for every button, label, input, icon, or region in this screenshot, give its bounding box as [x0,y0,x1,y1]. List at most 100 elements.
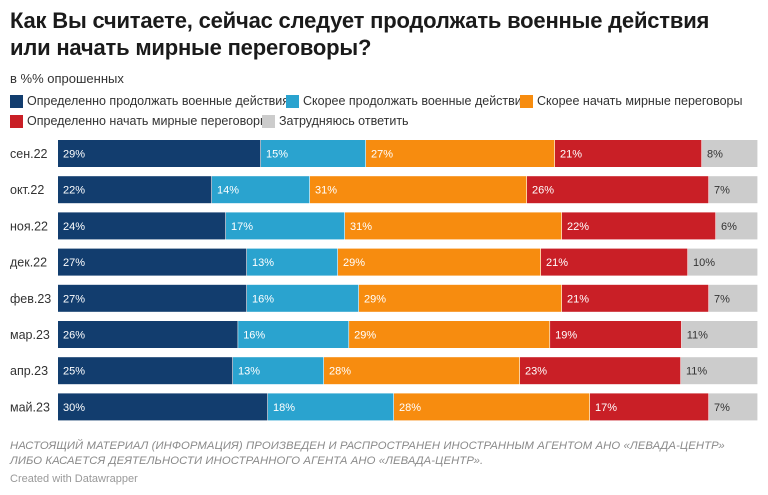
bar-value-label: 7% [714,402,730,414]
bar-segment [709,284,758,312]
bar-value-label: 7% [714,185,730,197]
bar-segment [349,321,550,348]
bar-value-label: 29% [343,257,365,269]
row-label: ноя.22 [10,219,48,233]
bar-segment [716,212,758,240]
bar-value-label: 31% [350,221,372,233]
legend-item: Определенно начать мирные переговоры [10,114,269,128]
bar-value-label: 16% [243,330,265,342]
legend-label: Определенно начать мирные переговоры [27,114,269,128]
bar-value-label: 27% [63,293,85,305]
bar-segment [541,248,688,276]
bar-value-label: 13% [238,366,260,378]
bar-segment [58,248,247,276]
bar-value-label: 29% [364,293,386,305]
foreign-agent-notice: НАСТОЯЩИЙ МАТЕРИАЛ (ИНФОРМАЦИЯ) ПРОИЗВЕД… [10,440,725,467]
bar-value-label: 21% [560,149,582,161]
bar-segment [58,176,212,204]
legend-item: Скорее начать мирные переговоры [520,94,743,108]
bar-value-label: 22% [567,221,589,233]
legend-item: Скорее продолжать военные действия [286,94,529,108]
row-label: дек.22 [10,256,47,270]
bar-segment [58,393,268,421]
legend-swatch [10,94,23,108]
bar-value-label: 11% [686,366,707,378]
chart-subtitle: в %% опрошенных [10,71,124,86]
bar-value-label: 27% [63,257,85,269]
bar-value-label: 29% [63,149,85,161]
row-label: фев.23 [10,292,51,306]
bar-value-label: 19% [555,330,577,342]
bar-value-label: 17% [595,402,617,414]
bar-segment [709,176,758,204]
bar-segment [58,140,261,167]
legend-label: Определенно продолжать военные действия [27,94,290,108]
bar-segment [58,357,233,385]
bar-segment [58,284,247,312]
legend-label: Скорее продолжать военные действия [303,94,529,108]
legend-label: Затрудняюсь ответить [279,114,409,128]
bar-value-label: 21% [546,257,568,269]
bar-segment [338,248,541,276]
bar-segment [212,176,310,204]
row-label: апр.23 [10,364,48,378]
legend-swatch [520,94,533,108]
bar-value-label: 7% [714,293,730,305]
chart-title: Как Вы считаете, сейчас следует продолжа… [10,8,710,60]
legend-label: Скорее начать мирные переговоры [537,94,743,108]
bar-value-label: 28% [399,402,421,414]
bar-segment [550,321,682,348]
bar-value-label: 15% [266,149,288,161]
bar-value-label: 10% [693,257,715,269]
bar-segment [261,140,366,167]
bar-segment [520,357,681,385]
stacked-bar-chart: сен.22 29% 15% 27% 21% 8% окт.22 22% 14% 31% 26% 7%… [10,140,758,421]
bar-value-label: 29% [354,330,376,342]
bar-segment [359,284,562,312]
bar-value-label: 27% [371,149,393,161]
bar-value-label: 24% [63,221,85,233]
bar-value-label: 14% [217,185,239,197]
bar-segment [310,176,527,204]
row-label: сен.22 [10,147,48,161]
bar-segment [590,393,709,421]
bar-value-label: 13% [252,257,274,269]
bar-segment [268,393,394,421]
bar-value-label: 11% [687,330,708,342]
bar-segment [324,357,520,385]
row-label: окт.22 [10,183,44,197]
bar-value-label: 17% [231,221,253,233]
bar-segment [345,212,562,240]
bar-value-label: 8% [707,149,723,161]
bar-segment [366,140,555,167]
bar-segment [247,248,338,276]
bar-value-label: 28% [329,366,351,378]
legend-item: Затрудняюсь ответить [262,114,409,128]
bar-segment [226,212,345,240]
legend-item: Определенно продолжать военные действия [10,94,289,108]
bar-value-label: 23% [525,366,547,378]
row-label: мар.23 [10,328,50,342]
bar-value-label: 18% [273,402,295,414]
bar-value-label: 26% [532,185,554,197]
bar-segment [562,284,709,312]
bar-segment [555,140,702,167]
bar-segment [58,212,226,240]
bar-segment [562,212,716,240]
bar-value-label: 31% [315,185,337,197]
row-label: май.23 [10,400,50,414]
bar-value-label: 25% [63,366,85,378]
bar-value-label: 30% [63,402,85,414]
bar-segment [58,321,238,348]
bar-value-label: 21% [567,293,589,305]
bar-segment [688,248,758,276]
bar-segment [527,176,709,204]
legend-swatch [286,94,299,108]
datawrapper-credit: Created with Datawrapper [10,473,138,485]
bar-segment [238,321,349,348]
bar-segment [681,321,758,348]
legend-swatch [262,114,275,128]
bar-segment [709,393,758,421]
bar-value-label: 6% [721,221,737,233]
bar-value-label: 22% [63,185,85,197]
